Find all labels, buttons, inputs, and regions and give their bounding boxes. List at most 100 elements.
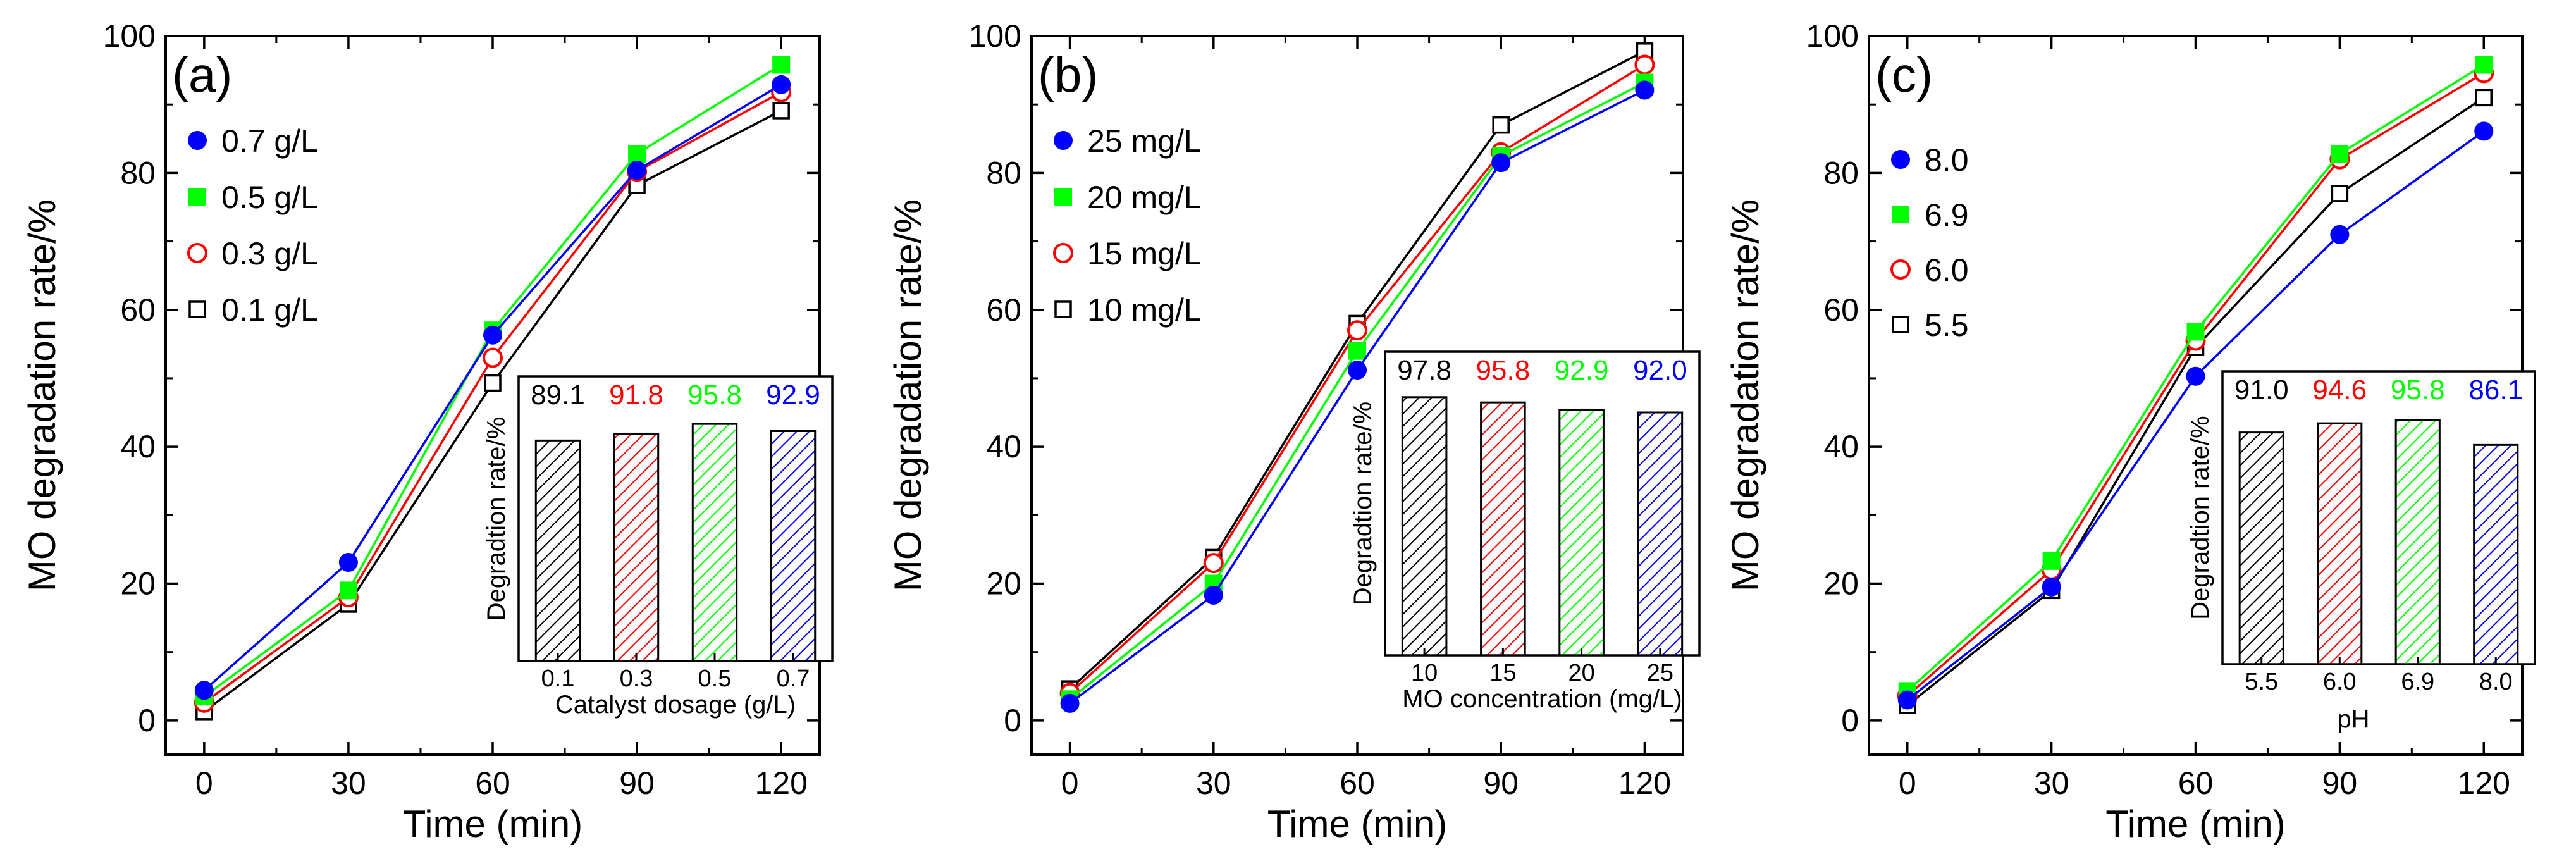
data-point xyxy=(772,75,791,94)
y-tick-label: 20 xyxy=(1823,566,1859,602)
data-point xyxy=(1492,116,1510,134)
legend-label: 0.3 g/L xyxy=(221,236,318,271)
x-tick-label: 30 xyxy=(331,765,366,801)
inset-x-tick-label: 5.5 xyxy=(2245,669,2278,695)
x-tick-label: 90 xyxy=(1483,765,1519,801)
inset-bar xyxy=(2473,443,2519,665)
inset-bar-value: 94.6 xyxy=(2312,374,2367,405)
inset-bar-value: 92.0 xyxy=(1633,355,1687,386)
inset-bar-value: 97.8 xyxy=(1397,355,1451,386)
inset-x-tick-label: 0.5 xyxy=(698,665,732,692)
inset-y-axis-title: Degradtion rate/% xyxy=(2186,416,2214,619)
data-point xyxy=(483,325,502,345)
panel-label: (b) xyxy=(1038,47,1098,102)
legend-marker xyxy=(188,300,206,318)
x-tick-label: 0 xyxy=(1899,765,1916,801)
legend: 8.0 6.9 6.0 5.5 xyxy=(1890,142,1969,343)
legend: 0.7 g/L 0.5 g/L 0.3 g/L 0.1 g/L xyxy=(187,123,318,328)
legend-marker xyxy=(1054,188,1072,206)
data-point xyxy=(2330,225,2350,244)
y-tick-label: 40 xyxy=(986,429,1021,464)
data-point xyxy=(2042,552,2061,570)
inset-bar xyxy=(1558,409,1605,657)
legend-marker xyxy=(1054,131,1073,150)
data-point xyxy=(772,102,790,120)
legend-marker xyxy=(1892,206,1909,223)
data-point xyxy=(339,581,357,600)
y-tick-label: 100 xyxy=(1806,18,1859,54)
inset-x-tick-label: 15 xyxy=(1489,660,1516,686)
data-point xyxy=(2186,366,2205,386)
legend-label: 6.9 xyxy=(1925,197,1969,233)
y-tick-label: 0 xyxy=(1004,703,1021,738)
data-point xyxy=(1635,80,1655,100)
y-tick-label: 20 xyxy=(120,566,156,602)
inset-x-tick-label: 8.0 xyxy=(2479,669,2513,695)
x-tick-label: 120 xyxy=(755,765,807,801)
inset-bar xyxy=(2394,419,2441,665)
data-point xyxy=(1348,360,1367,380)
data-point xyxy=(483,347,503,368)
data-point xyxy=(1634,54,1655,75)
data-point xyxy=(1204,585,1223,605)
inset-y-axis-title: Degradtion rate/% xyxy=(1349,402,1377,605)
series-group xyxy=(1059,42,1655,713)
inset-x-tick-label: 0.1 xyxy=(541,665,575,692)
inset-x-tick-label: 25 xyxy=(1647,660,1673,686)
data-point xyxy=(2331,185,2349,202)
y-tick-label: 80 xyxy=(1823,155,1859,190)
inset-bar xyxy=(1401,396,1448,657)
y-tick-label: 20 xyxy=(986,566,1021,602)
legend-label: 20 mg/L xyxy=(1087,180,1202,215)
legend-marker xyxy=(1054,300,1072,318)
panel-3: 0 30 60 90 120 0 20 40 60 80 100 Time (min) MO degra… xyxy=(1724,18,2536,845)
x-tick-label: 60 xyxy=(2178,765,2214,801)
inset-x-tick-label: 0.7 xyxy=(777,665,810,692)
data-point xyxy=(2042,577,2061,597)
y-axis-title: MO degradation rate/% xyxy=(1724,199,1766,591)
inset-bar-value: 91.0 xyxy=(2234,374,2289,405)
inset-bar xyxy=(1637,411,1684,657)
y-tick-label: 60 xyxy=(986,292,1021,328)
x-tick-label: 0 xyxy=(195,765,213,801)
data-point xyxy=(1897,690,1917,710)
data-point xyxy=(2186,323,2205,341)
inset-y-axis-title: Degradtion rate/% xyxy=(483,417,510,621)
panel-label: (a) xyxy=(172,47,232,102)
inset-x-axis-title: MO concentration (mg/L) xyxy=(1402,685,1682,713)
legend-marker xyxy=(1891,150,1910,169)
data-point xyxy=(1347,320,1367,341)
x-tick-label: 60 xyxy=(475,765,510,801)
legend: 25 mg/L 20 mg/L 15 mg/L 10 mg/L xyxy=(1053,123,1202,328)
inset-bar-value: 91.8 xyxy=(609,380,663,411)
inset-x-axis-title: Catalyst dosage (g/L) xyxy=(555,691,796,719)
panel-label: (c) xyxy=(1875,47,1933,102)
inset-bar-value: 95.8 xyxy=(1476,355,1531,386)
data-point xyxy=(628,145,646,163)
inset-bar-value: 89.1 xyxy=(531,380,585,411)
y-tick-label: 0 xyxy=(1841,703,1859,738)
data-point xyxy=(2331,145,2349,163)
x-tick-label: 60 xyxy=(1340,765,1375,801)
y-tick-label: 80 xyxy=(986,155,1021,190)
inset-bar-value: 92.9 xyxy=(1555,355,1609,386)
data-point xyxy=(2475,56,2493,74)
y-tick-label: 40 xyxy=(1823,429,1859,464)
x-tick-label: 90 xyxy=(2322,765,2358,801)
legend-marker xyxy=(188,131,207,150)
legend-marker xyxy=(1892,316,1909,333)
inset-bar xyxy=(1480,401,1526,657)
data-point xyxy=(627,161,647,180)
inset-x-tick-label: 10 xyxy=(1411,660,1438,686)
y-tick-label: 100 xyxy=(103,18,156,54)
inset-bar-value: 86.1 xyxy=(2468,374,2523,405)
y-axis-title: MO degradation rate/% xyxy=(21,199,63,591)
data-point xyxy=(2474,121,2494,141)
legend-label: 0.7 g/L xyxy=(221,123,318,159)
legend-label: 10 mg/L xyxy=(1087,292,1202,328)
data-point xyxy=(194,681,214,700)
x-axis-title: Time (min) xyxy=(403,803,582,845)
inset-x-tick-label: 6.9 xyxy=(2401,669,2434,695)
y-tick-label: 40 xyxy=(120,429,156,464)
